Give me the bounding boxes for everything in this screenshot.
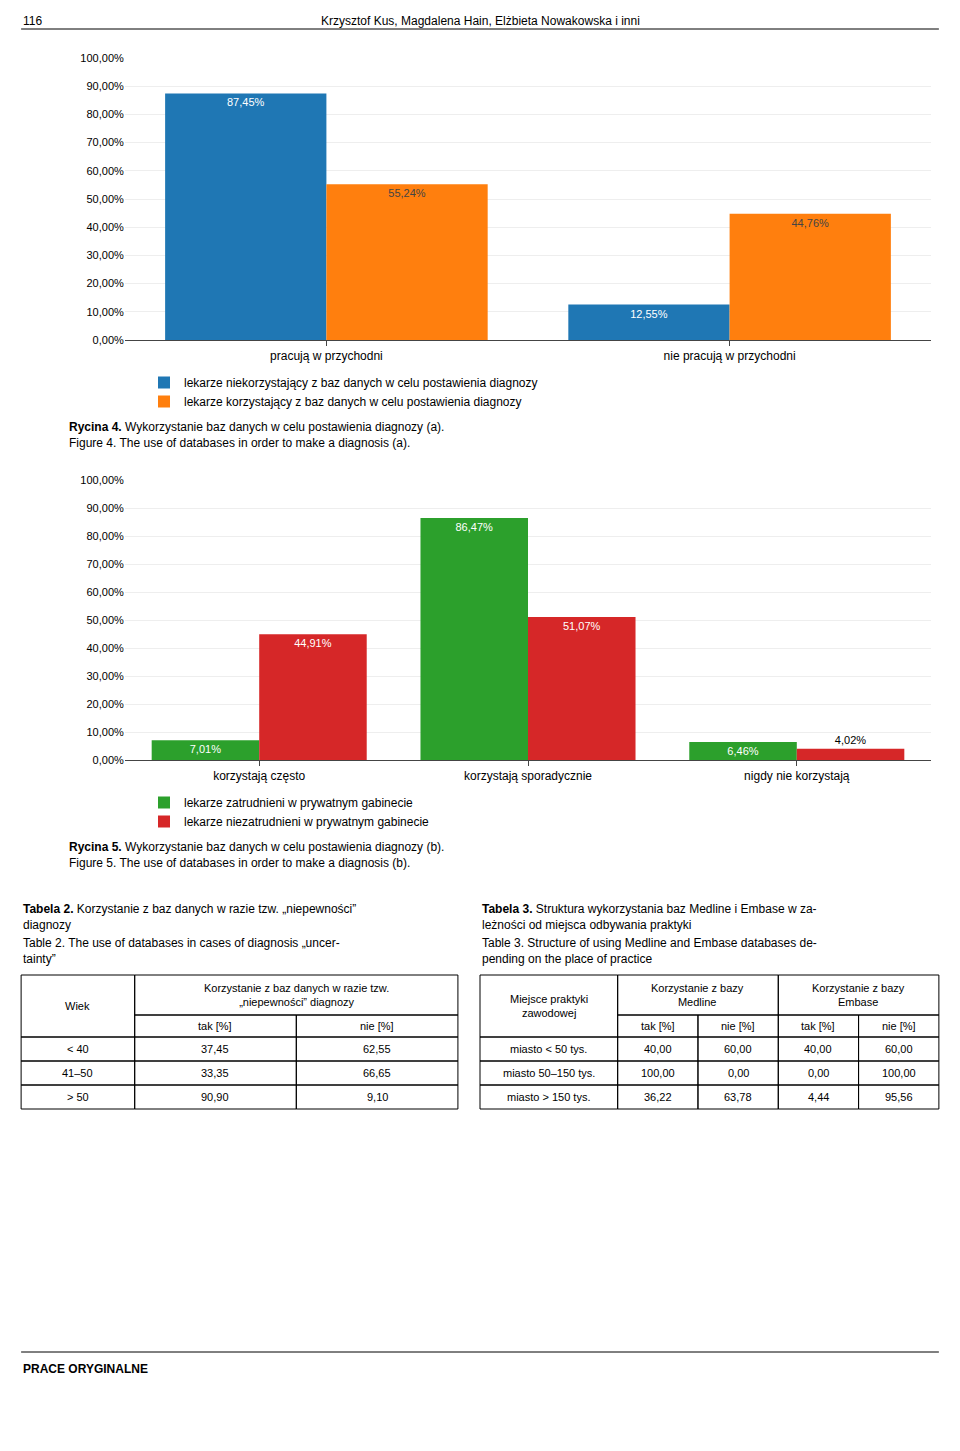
svg-text:44,91%: 44,91% <box>294 637 332 649</box>
svg-text:lekarze niezatrudnieni w prywa: lekarze niezatrudnieni w prywatnym gabin… <box>184 815 429 829</box>
svg-text:Rycina 4. Wykorzystanie baz da: Rycina 4. Wykorzystanie baz danych w cel… <box>69 420 444 434</box>
svg-text:66,65: 66,65 <box>363 1067 391 1079</box>
svg-text:0,00%: 0,00% <box>93 334 124 346</box>
svg-text:7,01%: 7,01% <box>190 743 221 755</box>
svg-text:33,35: 33,35 <box>201 1067 229 1079</box>
svg-text:miasto < 50 tys.: miasto < 50 tys. <box>510 1043 587 1055</box>
svg-text:nie [%]: nie [%] <box>721 1020 755 1032</box>
svg-text:116: 116 <box>23 14 42 28</box>
svg-text:20,00%: 20,00% <box>86 277 124 289</box>
svg-text:60,00%: 60,00% <box>86 586 124 598</box>
svg-text:36,22: 36,22 <box>644 1091 672 1103</box>
svg-text:Table 3. Structure of using Me: Table 3. Structure of using Medline and … <box>482 936 817 966</box>
svg-text:100,00%: 100,00% <box>80 52 124 64</box>
svg-text:51,07%: 51,07% <box>563 620 601 632</box>
svg-text:Table 2. The use of databases: Table 2. The use of databases in cases o… <box>23 936 340 966</box>
svg-text:nie pracują w przychodni: nie pracują w przychodni <box>664 349 796 363</box>
svg-text:9,10: 9,10 <box>367 1091 388 1103</box>
svg-text:60,00: 60,00 <box>885 1043 913 1055</box>
svg-text:> 50: > 50 <box>67 1091 89 1103</box>
svg-text:90,90: 90,90 <box>201 1091 229 1103</box>
svg-text:95,56: 95,56 <box>885 1091 913 1103</box>
svg-text:40,00: 40,00 <box>804 1043 832 1055</box>
svg-text:4,44: 4,44 <box>808 1091 829 1103</box>
svg-text:miasto > 150 tys.: miasto > 150 tys. <box>507 1091 590 1103</box>
svg-text:30,00%: 30,00% <box>86 249 124 261</box>
svg-text:100,00%: 100,00% <box>80 474 124 486</box>
svg-text:Figure 5. The use of databases: Figure 5. The use of databases in order … <box>69 856 410 870</box>
svg-text:37,45: 37,45 <box>201 1043 229 1055</box>
svg-text:87,45%: 87,45% <box>227 96 265 108</box>
svg-text:12,55%: 12,55% <box>630 308 668 320</box>
svg-text:4,02%: 4,02% <box>835 734 866 746</box>
svg-text:Tabela 2. Korzystanie z baz da: Tabela 2. Korzystanie z baz danych w raz… <box>23 902 356 932</box>
svg-text:10,00%: 10,00% <box>86 726 124 738</box>
svg-text:40,00: 40,00 <box>644 1043 672 1055</box>
svg-text:Korzystanie z bazyMedline: Korzystanie z bazyMedline <box>651 982 744 1008</box>
svg-text:6,46%: 6,46% <box>727 745 758 757</box>
svg-text:lekarze niekorzystający z baz: lekarze niekorzystający z baz danych w c… <box>184 376 538 390</box>
svg-text:tak [%]: tak [%] <box>198 1020 232 1032</box>
svg-text:80,00%: 80,00% <box>86 530 124 542</box>
svg-text:60,00%: 60,00% <box>86 165 124 177</box>
svg-text:0,00%: 0,00% <box>93 754 124 766</box>
svg-text:63,78: 63,78 <box>724 1091 752 1103</box>
svg-text:40,00%: 40,00% <box>86 642 124 654</box>
svg-text:Korzystanie z baz danych w raz: Korzystanie z baz danych w razie tzw.„ni… <box>204 982 389 1008</box>
svg-text:Figure 4. The use of databases: Figure 4. The use of databases in order … <box>69 436 410 450</box>
svg-text:100,00: 100,00 <box>882 1067 916 1079</box>
svg-text:55,24%: 55,24% <box>388 187 426 199</box>
svg-text:80,00%: 80,00% <box>86 108 124 120</box>
svg-text:50,00%: 50,00% <box>86 614 124 626</box>
svg-text:10,00%: 10,00% <box>86 306 124 318</box>
svg-text:100,00: 100,00 <box>641 1067 675 1079</box>
svg-text:70,00%: 70,00% <box>86 558 124 570</box>
svg-text:90,00%: 90,00% <box>86 80 124 92</box>
svg-text:korzystają często: korzystają często <box>213 769 305 783</box>
svg-text:PRACE ORYGINALNE: PRACE ORYGINALNE <box>23 1362 148 1376</box>
svg-text:Miejsce praktykizawodowej: Miejsce praktykizawodowej <box>510 993 588 1019</box>
svg-text:korzystają sporadycznie: korzystają sporadycznie <box>464 769 592 783</box>
svg-text:Krzysztof Kus, Magdalena Hain,: Krzysztof Kus, Magdalena Hain, Elżbieta … <box>321 14 640 28</box>
svg-text:90,00%: 90,00% <box>86 502 124 514</box>
svg-text:pracują w przychodni: pracują w przychodni <box>270 349 383 363</box>
svg-text:Wiek: Wiek <box>65 1000 90 1012</box>
svg-text:44,76%: 44,76% <box>791 217 829 229</box>
svg-text:86,47%: 86,47% <box>455 521 493 533</box>
svg-text:< 40: < 40 <box>67 1043 89 1055</box>
svg-text:70,00%: 70,00% <box>86 136 124 148</box>
svg-text:nigdy nie korzystają: nigdy nie korzystają <box>744 769 850 783</box>
svg-text:Korzystanie z bazyEmbase: Korzystanie z bazyEmbase <box>812 982 905 1008</box>
svg-text:lekarze zatrudnieni w prywatny: lekarze zatrudnieni w prywatnym gabineci… <box>184 796 413 810</box>
svg-text:tak [%]: tak [%] <box>801 1020 835 1032</box>
svg-text:60,00: 60,00 <box>724 1043 752 1055</box>
svg-text:nie [%]: nie [%] <box>882 1020 916 1032</box>
svg-text:0,00: 0,00 <box>808 1067 829 1079</box>
svg-text:20,00%: 20,00% <box>86 698 124 710</box>
svg-text:30,00%: 30,00% <box>86 670 124 682</box>
svg-text:62,55: 62,55 <box>363 1043 391 1055</box>
svg-text:40,00%: 40,00% <box>86 221 124 233</box>
svg-text:Tabela 3. Struktura wykorzysta: Tabela 3. Struktura wykorzystania baz Me… <box>482 902 817 932</box>
svg-text:Rycina 5. Wykorzystanie baz da: Rycina 5. Wykorzystanie baz danych w cel… <box>69 840 444 854</box>
svg-text:41–50: 41–50 <box>62 1067 93 1079</box>
svg-text:tak [%]: tak [%] <box>641 1020 675 1032</box>
svg-text:0,00: 0,00 <box>728 1067 749 1079</box>
svg-text:50,00%: 50,00% <box>86 193 124 205</box>
svg-text:lekarze korzystający z baz dan: lekarze korzystający z baz danych w celu… <box>184 395 522 409</box>
svg-text:nie [%]: nie [%] <box>360 1020 394 1032</box>
svg-text:miasto 50–150 tys.: miasto 50–150 tys. <box>503 1067 595 1079</box>
